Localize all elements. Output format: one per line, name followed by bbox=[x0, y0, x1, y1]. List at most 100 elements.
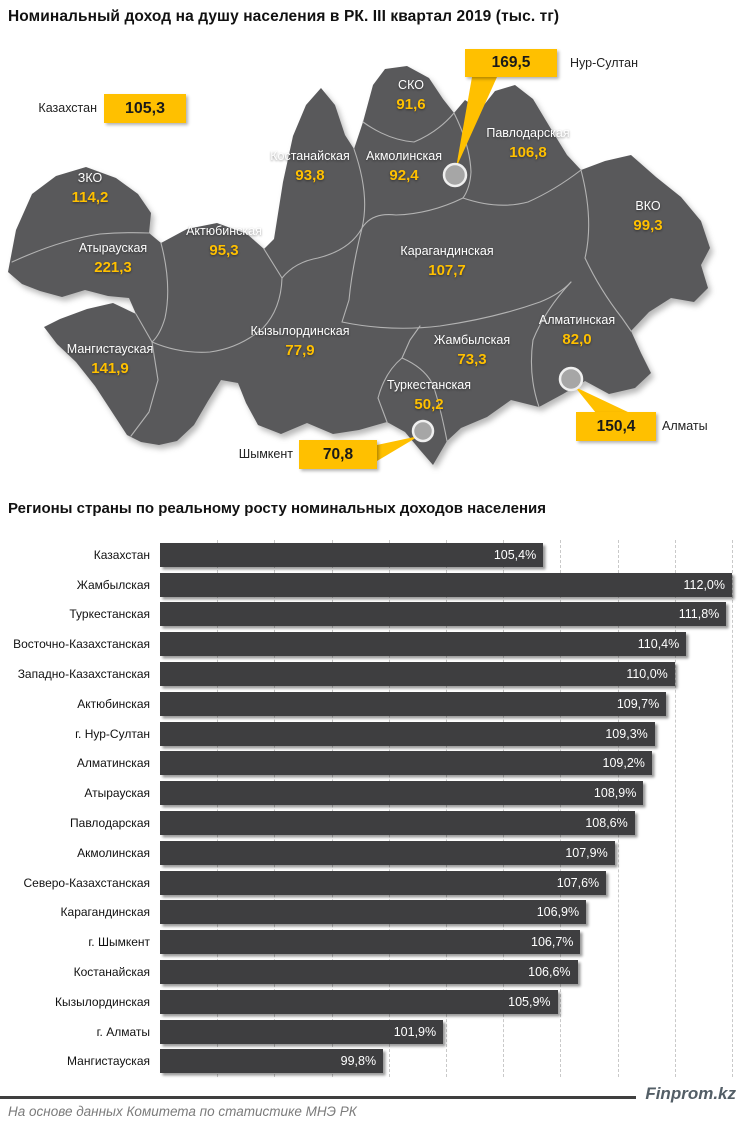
bar-value-label: 109,3% bbox=[605, 726, 648, 741]
region-value: 95,3 bbox=[209, 242, 239, 259]
bar-track: 108,6% bbox=[160, 811, 732, 836]
region-label: Актюбинская 95,3 bbox=[186, 222, 262, 260]
bar-value-label: 111,8% bbox=[678, 607, 720, 622]
bar-track: 107,6% bbox=[160, 870, 732, 895]
chart-title: Регионы страны по реальному росту номина… bbox=[8, 500, 546, 517]
bar-row: Восточно-Казахстанская 110,4% bbox=[0, 629, 740, 659]
callout-pointers bbox=[377, 77, 630, 461]
bar: 109,7% bbox=[160, 691, 667, 716]
bar: 110,0% bbox=[160, 662, 675, 687]
bar-track: 109,3% bbox=[160, 721, 732, 746]
bar-track: 99,8% bbox=[160, 1049, 732, 1074]
region-name: Туркестанская bbox=[387, 378, 471, 392]
bar-category-label: Восточно-Казахстанская bbox=[13, 637, 150, 652]
bar-value-label: 109,2% bbox=[602, 756, 645, 771]
gridline bbox=[732, 540, 733, 1077]
region-label: Акмолинская 92,4 bbox=[366, 147, 442, 185]
country-silhouette bbox=[8, 66, 710, 465]
bar-track: 105,4% bbox=[160, 542, 732, 567]
bar-track: 106,9% bbox=[160, 900, 732, 925]
bar-category-label: Павлодарская bbox=[70, 816, 150, 831]
bar: 108,6% bbox=[160, 811, 635, 836]
region-label: ВКО 99,3 bbox=[633, 197, 662, 235]
bar-row: Кызылординская 105,9% bbox=[0, 987, 740, 1017]
bar-category-label: Акмолинская bbox=[77, 845, 150, 860]
bar-category-label: Карагандинская bbox=[60, 905, 150, 920]
region-name: Павлодарская bbox=[486, 126, 570, 140]
bar-value-label: 101,9% bbox=[393, 1024, 437, 1039]
gridline bbox=[617, 540, 619, 1077]
gridline bbox=[217, 540, 219, 1077]
callout-nur-sultan-value: 169,5 bbox=[465, 49, 557, 77]
callout-shymkent-city: Шымкент bbox=[238, 447, 293, 461]
country-label: Казахстан bbox=[38, 101, 97, 115]
bar-category-label: Алматинская bbox=[76, 756, 150, 771]
bar-row: Павлодарская 108,6% bbox=[0, 808, 740, 838]
bar-category-label: г. Алматы bbox=[96, 1024, 150, 1039]
region-label: Костанайская 93,8 bbox=[270, 147, 350, 185]
gridline bbox=[446, 540, 447, 1077]
region-name: Кызылординская bbox=[250, 324, 350, 338]
pointer-almaty bbox=[575, 387, 630, 413]
bar-category-label: г. Шымкент bbox=[88, 935, 150, 950]
bar: 105,4% bbox=[160, 542, 544, 567]
region-label: Жамбылская 73,3 bbox=[434, 331, 510, 369]
bar-value-label: 108,9% bbox=[593, 786, 637, 801]
bar-track: 111,8% bbox=[160, 602, 732, 627]
region-name: Актюбинская bbox=[186, 224, 262, 238]
bar-category-label: г. Нур-Султан bbox=[75, 726, 150, 741]
bar-row: Костанайская 106,6% bbox=[0, 957, 740, 987]
region-value: 106,8 bbox=[509, 144, 547, 161]
bar-track: 109,7% bbox=[160, 691, 732, 716]
bar-category-label: Туркестанская bbox=[69, 607, 150, 622]
brand-logo: Finprom.kz bbox=[645, 1084, 736, 1103]
bar: 110,4% bbox=[160, 632, 687, 657]
region-value: 73,3 bbox=[457, 351, 487, 368]
city-marker-nur-sultan bbox=[442, 162, 468, 188]
region-value: 92,4 bbox=[389, 167, 419, 184]
country-value-box: 105,3 bbox=[104, 94, 186, 123]
city-marker-shymkent bbox=[411, 419, 435, 443]
callout-almaty-value: 150,4 bbox=[576, 412, 656, 441]
region-value: 82,0 bbox=[562, 331, 592, 348]
bar-row: г. Алматы 101,9% bbox=[0, 1017, 740, 1047]
callout-almaty-city: Алматы bbox=[662, 419, 708, 433]
gridline bbox=[388, 540, 390, 1077]
bar-category-label: Казахстан bbox=[93, 547, 150, 562]
bar: 106,9% bbox=[160, 900, 587, 925]
bar-row: Жамбылская 112,0% bbox=[0, 570, 740, 600]
bar: 111,8% bbox=[160, 602, 727, 627]
bar-row: Туркестанская 111,8% bbox=[0, 600, 740, 630]
bar-row: Западно-Казахстанская 110,0% bbox=[0, 659, 740, 689]
bar-row: г. Шымкент 106,7% bbox=[0, 927, 740, 957]
bar-value-label: 110,0% bbox=[626, 667, 668, 682]
bar-row: Актюбинская 109,7% bbox=[0, 689, 740, 719]
city-markers bbox=[411, 162, 584, 443]
bar: 106,7% bbox=[160, 930, 581, 955]
bar-category-label: Атырауская bbox=[84, 786, 150, 801]
bar-track: 105,9% bbox=[160, 989, 732, 1014]
region-value: 107,7 bbox=[428, 262, 466, 279]
footer-rule bbox=[0, 1096, 636, 1099]
region-label: СКО 91,6 bbox=[396, 76, 425, 114]
region-value: 91,6 bbox=[396, 96, 426, 113]
bar-category-label: Актюбинская bbox=[77, 696, 150, 711]
bar-value-label: 105,9% bbox=[508, 994, 551, 1009]
region-name: Жамбылская bbox=[433, 333, 511, 347]
region-borders bbox=[11, 112, 632, 442]
bar-track: 110,0% bbox=[160, 662, 732, 687]
kazakhstan-map-section: ЗКО 114,2 Атырауская 221,3 Мангистауская 141,… bbox=[0, 30, 740, 490]
bar: 101,9% bbox=[160, 1019, 444, 1044]
gridline bbox=[503, 540, 505, 1077]
bar-row: г. Нур-Султан 109,3% bbox=[0, 719, 740, 749]
bar-value-label: 110,4% bbox=[637, 637, 680, 652]
bar-row: Карагандинская 106,9% bbox=[0, 898, 740, 928]
bar-value-label: 107,6% bbox=[556, 875, 600, 890]
bar-track: 106,6% bbox=[160, 960, 732, 985]
region-name: Костанайская bbox=[270, 149, 350, 163]
region-value: 50,2 bbox=[414, 396, 444, 413]
bar: 105,9% bbox=[160, 989, 558, 1014]
pointer-nur-sultan bbox=[456, 77, 497, 168]
region-name: Карагандинская bbox=[400, 244, 494, 258]
bar-row: Алматинская 109,2% bbox=[0, 749, 740, 779]
